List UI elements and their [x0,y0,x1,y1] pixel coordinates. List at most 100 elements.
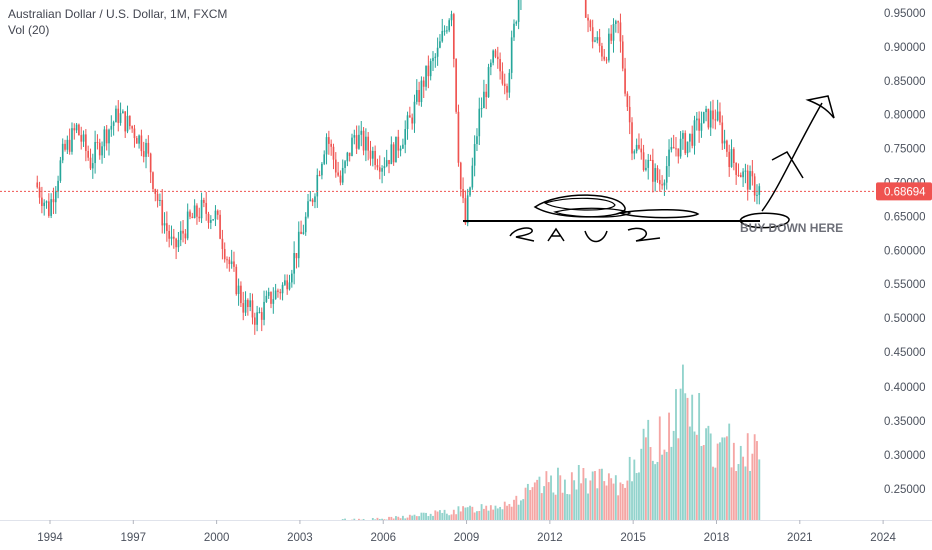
candle-body [57,180,59,192]
candle-body [649,159,652,161]
price-tick-label: 0.75000 [884,144,926,156]
volume-bar [413,514,416,520]
candle-body [87,150,90,158]
candle-body [420,80,423,103]
candle-body [233,261,235,267]
volume-bar [644,437,647,520]
candle-body [392,144,395,163]
candle-body [323,154,326,164]
volume-bar [679,388,682,520]
candle-body [270,291,272,304]
candle-body [508,72,511,93]
candle-body [677,148,680,157]
price-tick-label: 0.50000 [884,313,926,325]
candle-body [321,163,323,176]
candle-body [82,134,85,142]
volume-bar [621,483,624,520]
volume-bar [404,518,407,520]
volume-bar [672,430,675,520]
candle-body [247,299,249,308]
volume-axis[interactable]: 0.40000 0.35000 0.30000 0.25000 [884,382,926,496]
candle-body [112,122,115,126]
volume-bar [647,419,650,520]
candle-body [119,113,122,123]
candle-body [610,33,613,41]
up-arrow-head [805,95,835,119]
volume-bar [749,470,751,520]
volume-bar [462,506,465,520]
range-letter-a [547,227,565,242]
volume-bar [464,507,467,520]
candle-body [631,122,633,154]
candle-body [744,170,747,172]
volume-bar [614,475,617,520]
volume-bar [594,471,596,520]
candle-body [459,162,462,190]
candle-body [147,142,150,154]
volume-indicator-label[interactable]: Vol (20) [8,23,50,37]
candle-body [668,149,670,167]
volume-bar [626,480,629,520]
volume-bar [526,483,529,520]
candle-body [455,58,457,112]
volume-bar [580,483,583,520]
candle-body [483,91,485,109]
candle-body [334,159,337,173]
candle-body [300,231,302,234]
candle-body [295,253,298,259]
candle-body [663,182,666,186]
candle-body [603,56,606,60]
volume-bar [533,482,536,520]
volume-bar [723,437,726,520]
volume-bar [422,512,425,520]
candle-body [318,174,321,176]
volume-bar [568,494,571,520]
candle-body [140,135,143,152]
time-tick-label: 2006 [370,532,396,544]
volume-bar [684,393,687,520]
candle-body [52,199,55,203]
volume-bar [457,506,460,520]
candle-body [594,40,596,42]
candle-body [149,153,152,173]
volume-bar [753,434,756,520]
candle-body [240,285,242,304]
volume-bar [550,475,552,520]
volume-bar [705,428,707,520]
volume-bar [587,493,589,520]
symbol-title[interactable]: Australian Dollar / U.S. Dollar, 1M, FXC… [8,7,228,21]
last-price-tag: 0.68694 [876,182,932,201]
candle-body [411,117,413,124]
volume-bar [554,494,557,520]
price-tick-label: 0.80000 [884,110,926,122]
candle-body [54,191,57,203]
candle-body [101,146,103,156]
volume-bar [445,513,448,520]
candle-body [290,273,293,283]
candle-body [418,90,420,103]
time-tick-label: 1997 [121,532,147,544]
volume-bar [471,506,474,520]
volume-bar [529,490,532,520]
candle-body [640,148,643,153]
candle-body [452,14,455,59]
candle-body [383,166,386,169]
price-axis[interactable]: 0.950000.900000.850000.800000.750000.700… [884,8,926,359]
candle-body [503,83,506,87]
candle-body [103,129,106,147]
time-tick-label: 1994 [37,532,63,544]
volume-bar [503,501,506,520]
volume-bar [607,473,610,520]
candle-body [719,111,721,123]
volume-bar [695,434,698,520]
candle-body [441,31,444,42]
candle-body [494,50,497,57]
candle-body [339,175,342,183]
candle-body [348,152,351,156]
candle-body [709,110,712,128]
time-axis[interactable]: 1994 1997 2000 2003 2006 2009 2012 2015 2018 2021… [37,520,896,544]
price-tick-label: 0.55000 [884,279,926,291]
candle-body [260,312,263,320]
volume-bar [341,519,344,520]
